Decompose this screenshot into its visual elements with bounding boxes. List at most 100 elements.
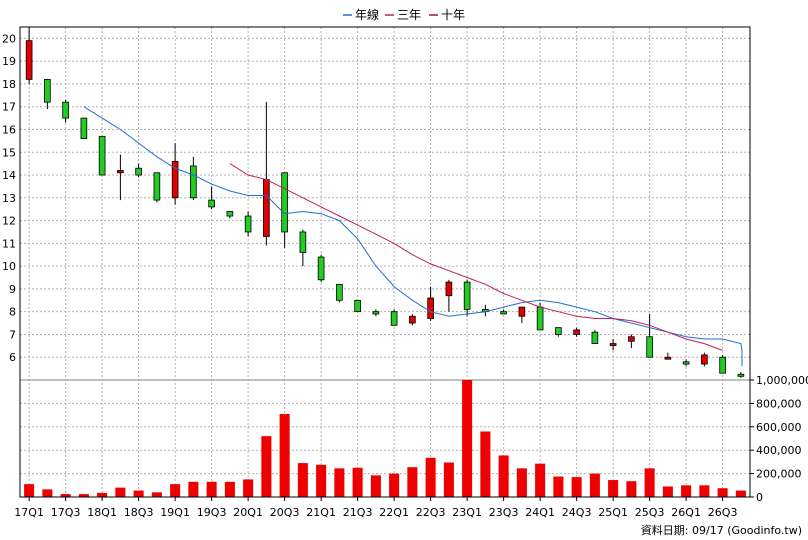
- volume-tick-label: 0: [756, 491, 763, 504]
- candle-down: [555, 327, 562, 335]
- volume-bar: [571, 477, 582, 497]
- candle-down: [135, 167, 142, 176]
- candle-up: [701, 354, 708, 365]
- candle-down: [336, 283, 343, 301]
- volume-bar: [224, 481, 235, 497]
- price-tick-label: 20: [2, 32, 16, 45]
- volume-bar: [626, 481, 637, 497]
- candle-down: [80, 117, 88, 139]
- volume-tick-label: 1,000,000: [756, 374, 808, 387]
- candle-down: [463, 281, 471, 310]
- x-tick-label: 20Q3: [270, 506, 300, 519]
- candle-down: [98, 135, 106, 176]
- candle-down: [317, 256, 325, 281]
- candle-down: [719, 356, 726, 374]
- price-tick-label: 17: [2, 101, 16, 114]
- candle-down: [372, 311, 380, 315]
- volume-bar: [407, 467, 418, 497]
- volume-bar: [78, 494, 89, 497]
- volume-bar: [206, 481, 217, 497]
- price-tick-label: 13: [2, 192, 16, 205]
- volume-bar: [170, 484, 181, 497]
- x-tick-label: 23Q3: [489, 506, 519, 519]
- x-tick-label: 22Q3: [416, 506, 446, 519]
- candle-up: [263, 179, 270, 237]
- candle-down: [536, 306, 544, 331]
- candle-up: [664, 356, 672, 360]
- candle-down: [500, 311, 507, 315]
- volume-tick-label: 400,000: [756, 444, 802, 457]
- x-tick-label: 24Q3: [562, 506, 592, 519]
- volume-axis: 0 200,000 400,000 600,000 800,000 1,000,000: [750, 374, 808, 504]
- price-tick-label: 18: [2, 78, 16, 91]
- volume-bar: [535, 463, 546, 497]
- price-tick-label: 10: [2, 260, 16, 273]
- price-tick-label: 14: [2, 169, 16, 182]
- legend-label: 三年: [397, 8, 421, 22]
- price-candles: [25, 27, 745, 378]
- price-tick-label: 8: [9, 306, 16, 319]
- volume-bar: [443, 462, 454, 497]
- plot-frame: [19, 26, 751, 498]
- volume-bar: [389, 473, 400, 497]
- volume-bar: [735, 490, 746, 497]
- legend-label: 十年: [441, 8, 465, 22]
- candle-down: [737, 373, 745, 377]
- volume-bar: [243, 479, 254, 497]
- x-tick-label: 19Q1: [160, 506, 190, 519]
- volume-bar: [370, 475, 381, 497]
- ma-line-三年: [229, 163, 723, 351]
- moving-average-lines: [83, 106, 743, 367]
- volume-tick-label: 600,000: [756, 421, 802, 434]
- chart-grid: [20, 27, 750, 497]
- candle-down: [591, 331, 599, 344]
- volume-bar: [334, 468, 345, 497]
- candle-up: [573, 329, 580, 335]
- volume-bar: [24, 484, 35, 497]
- volume-bar: [97, 492, 108, 497]
- volume-bar: [425, 457, 436, 497]
- candle-up: [171, 160, 179, 199]
- volume-bar: [297, 463, 308, 497]
- candle-down: [646, 336, 653, 358]
- candle-down: [390, 311, 398, 326]
- volume-bar: [553, 476, 564, 497]
- candle-down: [62, 101, 69, 119]
- x-tick-label: 19Q3: [197, 506, 227, 519]
- x-tick-label: 22Q1: [379, 506, 409, 519]
- volume-bar: [115, 487, 126, 497]
- x-tick-label: 18Q3: [124, 506, 154, 519]
- candle-down: [44, 78, 51, 103]
- price-axis: 6 7 8 9 10 11 12 13 14 15 16 17 18 19 20: [2, 32, 16, 364]
- volume-bar: [60, 494, 71, 497]
- volume-bar: [279, 413, 290, 497]
- x-tick-label: 23Q1: [452, 506, 482, 519]
- volume-bar: [681, 485, 692, 497]
- volume-bar: [316, 464, 327, 497]
- candle-down: [190, 165, 197, 199]
- x-tick-label: 21Q1: [306, 506, 336, 519]
- candle-down: [244, 215, 252, 233]
- volume-bar: [261, 436, 272, 497]
- volume-bar: [188, 481, 199, 497]
- x-tick-label: 24Q1: [525, 506, 555, 519]
- x-tick-label: 26Q3: [708, 506, 738, 519]
- candle-down: [299, 231, 307, 253]
- price-tick-label: 7: [9, 328, 16, 341]
- x-tick-label: 20Q1: [233, 506, 263, 519]
- candle-up: [518, 306, 526, 317]
- volume-bar: [717, 488, 728, 497]
- price-tick-label: 12: [2, 215, 16, 228]
- volume-bar: [151, 492, 162, 497]
- x-tick-label: 17Q3: [51, 506, 81, 519]
- x-tick-label: 18Q1: [87, 506, 117, 519]
- candle-down: [281, 172, 288, 233]
- volume-bar: [133, 490, 144, 497]
- candle-up: [609, 343, 617, 346]
- volume-bar: [462, 380, 473, 497]
- candle-down: [682, 361, 690, 365]
- x-tick-label: 21Q3: [343, 506, 373, 519]
- price-tick-label: 19: [2, 55, 16, 68]
- candle-up: [445, 281, 453, 297]
